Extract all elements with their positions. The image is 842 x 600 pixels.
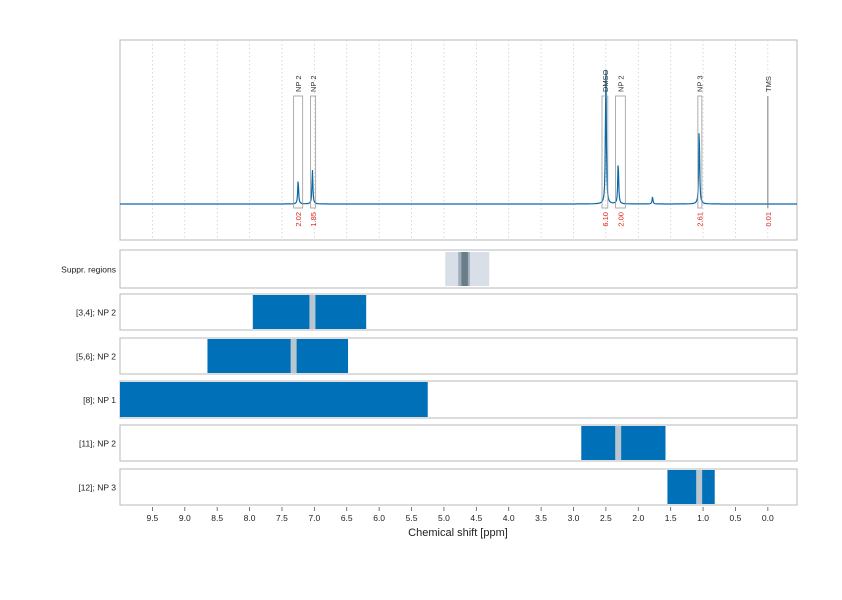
row-1: [3,4]; NP 2 bbox=[76, 293, 798, 331]
row-label: [8]; NP 1 bbox=[83, 395, 116, 405]
x-axis-label: Chemical shift [ppm] bbox=[408, 527, 508, 539]
row-label: [12]; NP 3 bbox=[78, 483, 116, 493]
integral-box bbox=[615, 95, 626, 209]
x-tick-label: 7.0 bbox=[308, 513, 320, 523]
row-label: [5,6]; NP 2 bbox=[76, 352, 116, 362]
x-tick-label: 4.0 bbox=[503, 513, 515, 523]
row-frame bbox=[119, 424, 798, 462]
x-tick-label: 4.5 bbox=[470, 513, 482, 523]
row-5: [12]; NP 3 bbox=[78, 468, 798, 506]
integral-box bbox=[697, 95, 703, 209]
peak-label: NP 2 bbox=[616, 75, 625, 92]
row-label: [11]; NP 2 bbox=[79, 439, 116, 449]
assignment-bar bbox=[207, 339, 349, 373]
spectrum-frame bbox=[119, 39, 798, 241]
x-tick-label: 9.0 bbox=[179, 513, 191, 523]
peak-integral: 2.02 bbox=[294, 212, 303, 227]
x-tick-label: 3.5 bbox=[535, 513, 547, 523]
peak-integral: 1.85 bbox=[309, 212, 318, 227]
peak-integral: 2.00 bbox=[616, 212, 625, 227]
peak-label: TMS bbox=[764, 76, 773, 92]
x-tick-label: 2.5 bbox=[600, 513, 612, 523]
spectrum-panel: NP 2 2.02 NP 2 1.85 DMSO 6.10 NP 2 2.00 NP 3 2.61… bbox=[119, 39, 798, 241]
peak-integral: 0.01 bbox=[764, 212, 773, 227]
x-tick-label: 9.5 bbox=[146, 513, 158, 523]
row-label: Suppr. regions bbox=[61, 265, 116, 275]
integral-box bbox=[601, 95, 609, 209]
x-tick-label: 0.0 bbox=[762, 513, 774, 523]
row-0: Suppr. regions bbox=[61, 249, 798, 289]
assignment-center-marker bbox=[615, 426, 622, 460]
x-tick-label: 0.5 bbox=[730, 513, 742, 523]
x-tick-label: 6.5 bbox=[341, 513, 353, 523]
x-tick-label: 5.5 bbox=[406, 513, 418, 523]
assignment-bar bbox=[667, 470, 715, 504]
assignment-bar bbox=[120, 382, 428, 417]
peak-integral: 6.10 bbox=[601, 212, 610, 227]
x-axis: 9.5 9.0 8.5 8.0 7.5 7.0 6.5 6.0 5.5 5.0 4.5 4.0 3.5 3… bbox=[146, 507, 774, 523]
x-tick-label: 3.0 bbox=[568, 513, 580, 523]
assignment-center-marker bbox=[309, 295, 316, 329]
x-tick-label: 1.0 bbox=[697, 513, 709, 523]
row-2: [5,6]; NP 2 bbox=[76, 337, 798, 375]
row-3: [8]; NP 1 bbox=[83, 380, 798, 419]
assignment-center-marker bbox=[696, 470, 703, 504]
peak-label: NP 2 bbox=[294, 75, 303, 92]
x-tick-label: 6.0 bbox=[373, 513, 385, 523]
x-tick-label: 2.0 bbox=[632, 513, 644, 523]
x-tick-label: 8.0 bbox=[244, 513, 256, 523]
x-tick-label: 8.5 bbox=[211, 513, 223, 523]
row-frame bbox=[119, 293, 798, 331]
suppression-core bbox=[461, 252, 468, 286]
peak-label: NP 2 bbox=[309, 75, 318, 92]
spectrum-line bbox=[120, 70, 797, 205]
integral-box bbox=[293, 95, 304, 209]
x-tick-label: 1.5 bbox=[665, 513, 677, 523]
assignment-bar bbox=[581, 426, 666, 460]
peak-label: NP 3 bbox=[695, 75, 704, 92]
assignment-center-marker bbox=[290, 339, 297, 373]
x-tick-label: 5.0 bbox=[438, 513, 450, 523]
x-tick-label: 7.5 bbox=[276, 513, 288, 523]
assignment-rows: Suppr. regions [3,4]; NP 2 [5,6]; NP 2 [8];… bbox=[61, 249, 798, 506]
row-label: [3,4]; NP 2 bbox=[76, 308, 116, 318]
row-4: [11]; NP 2 bbox=[79, 424, 798, 462]
peak-label: DMSO bbox=[601, 69, 610, 92]
peak-integral: 2.61 bbox=[695, 212, 704, 227]
integral-box bbox=[310, 95, 317, 209]
